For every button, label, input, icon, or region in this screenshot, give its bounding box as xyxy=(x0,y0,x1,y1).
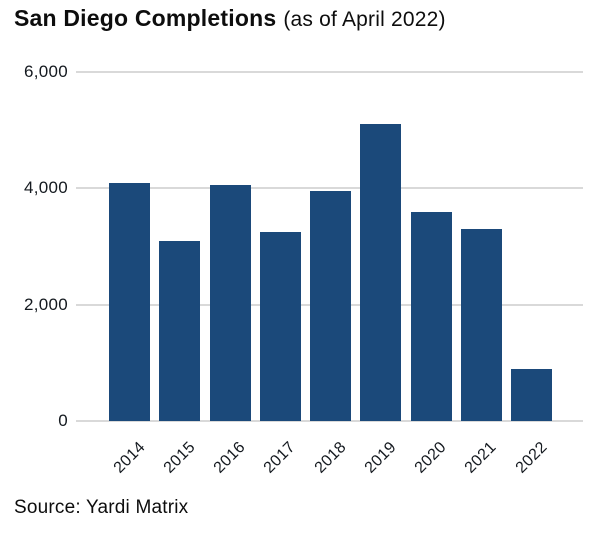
y-axis-tick-label-0: 0 xyxy=(58,411,68,430)
chart-title: San Diego Completions (as of April 2022) xyxy=(14,4,446,34)
gridline-0 xyxy=(76,420,583,422)
bar-2017 xyxy=(259,231,301,421)
gridline-4000 xyxy=(76,187,583,190)
bar-2022 xyxy=(511,368,552,421)
bar-2015 xyxy=(159,240,201,421)
chart-title-main: San Diego Completions xyxy=(14,5,277,31)
gridline-6000 xyxy=(76,71,583,73)
y-axis-tick-label-2000: 2,000 xyxy=(23,294,68,314)
bar-2014 xyxy=(109,182,150,421)
bar-2019 xyxy=(360,124,402,421)
x-axis-tick-label-2022: 2022 xyxy=(512,438,551,477)
y-axis-tick-label-6000: 6,000 xyxy=(23,62,68,81)
x-axis-tick-label-2019: 2019 xyxy=(361,438,400,477)
chart-title-suffix: (as of April 2022) xyxy=(283,8,446,31)
bar-2016 xyxy=(209,185,251,421)
x-axis-tick-label-2015: 2015 xyxy=(160,438,199,477)
x-axis-tick-label-2016: 2016 xyxy=(210,438,249,477)
x-axis-tick-label-2018: 2018 xyxy=(311,438,350,477)
x-axis-tick-label-2020: 2020 xyxy=(411,438,450,477)
source-note: Source: Yardi Matrix xyxy=(14,497,189,518)
y-axis-tick-label-4000: 4,000 xyxy=(23,178,68,198)
bar-2018 xyxy=(310,191,351,421)
x-axis-tick-label-2017: 2017 xyxy=(260,438,299,477)
x-axis-tick-label-2021: 2021 xyxy=(461,438,500,477)
bar-2020 xyxy=(410,211,452,421)
x-axis-tick-label-2014: 2014 xyxy=(110,438,149,477)
bar-2021 xyxy=(460,229,502,421)
